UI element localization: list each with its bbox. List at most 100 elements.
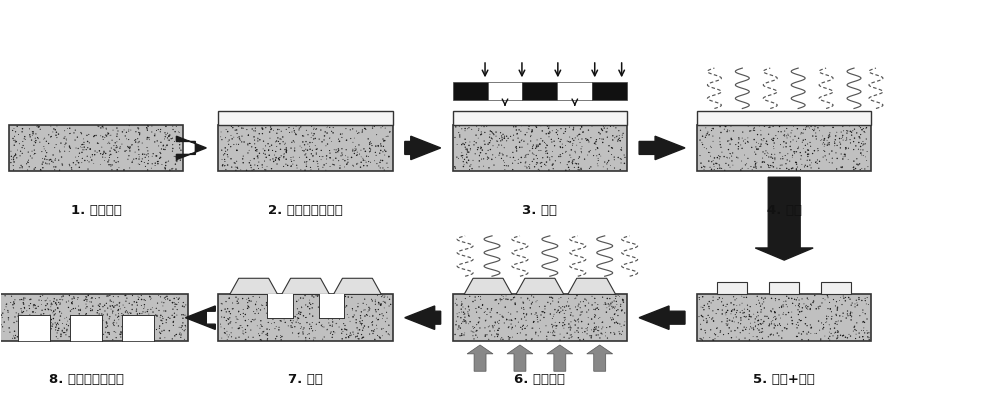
Point xyxy=(716,126,732,132)
Point xyxy=(614,307,630,314)
Point xyxy=(476,309,492,315)
Point xyxy=(534,309,550,315)
Point xyxy=(357,296,373,302)
Point xyxy=(345,307,361,313)
Point xyxy=(111,313,127,319)
Point xyxy=(805,299,821,306)
Point xyxy=(733,320,749,327)
Point xyxy=(98,300,114,306)
Point xyxy=(293,309,309,316)
Point xyxy=(464,165,480,172)
Point xyxy=(213,324,229,330)
Point xyxy=(793,129,809,136)
Point xyxy=(221,332,237,338)
Point xyxy=(26,138,42,145)
Point xyxy=(500,333,516,340)
Point xyxy=(730,155,746,161)
Point xyxy=(267,139,283,145)
Point xyxy=(561,166,577,173)
Point xyxy=(719,301,735,308)
Point xyxy=(90,140,106,147)
Point xyxy=(460,149,476,155)
Point xyxy=(564,136,580,142)
Point xyxy=(74,144,90,151)
Point xyxy=(106,304,122,311)
Point xyxy=(7,328,23,335)
Point xyxy=(520,295,536,302)
Point xyxy=(302,311,318,317)
Point xyxy=(820,295,836,301)
Point xyxy=(70,145,86,152)
Point xyxy=(830,333,846,339)
Point xyxy=(722,150,738,157)
Point xyxy=(131,146,147,153)
Point xyxy=(123,320,139,326)
Point xyxy=(105,299,121,305)
Point xyxy=(345,126,361,132)
Point xyxy=(615,299,631,305)
Point xyxy=(476,155,492,162)
Point xyxy=(573,311,589,318)
Point xyxy=(506,123,522,130)
Point xyxy=(231,123,247,129)
Point xyxy=(571,319,587,325)
Point xyxy=(601,303,617,309)
Point xyxy=(467,297,483,304)
Point xyxy=(268,307,284,314)
Point xyxy=(461,306,477,313)
Point xyxy=(218,309,234,315)
Point xyxy=(42,298,58,304)
Point xyxy=(597,300,613,306)
Point xyxy=(79,320,95,327)
Point xyxy=(277,319,293,326)
Point xyxy=(589,153,605,159)
Point xyxy=(353,159,369,166)
Point xyxy=(59,314,75,321)
Point xyxy=(482,309,498,315)
Point xyxy=(161,158,177,164)
Point xyxy=(788,159,804,166)
Point xyxy=(153,293,169,300)
Point xyxy=(9,155,25,161)
Point xyxy=(91,334,107,341)
Point xyxy=(733,315,749,321)
Point xyxy=(378,133,394,140)
Point xyxy=(821,133,837,140)
Point xyxy=(338,137,354,144)
Point xyxy=(695,141,711,148)
Point xyxy=(570,317,586,323)
Point xyxy=(0,322,9,328)
Point xyxy=(348,128,364,134)
Point xyxy=(599,161,615,167)
Point xyxy=(14,164,30,171)
Point xyxy=(477,332,493,338)
Point xyxy=(103,163,119,169)
Point xyxy=(722,317,738,324)
Point xyxy=(27,335,43,342)
Point xyxy=(588,147,604,153)
Point xyxy=(492,311,508,318)
Point xyxy=(592,136,608,142)
Point xyxy=(610,320,626,326)
Point xyxy=(851,330,867,336)
Point xyxy=(790,302,806,309)
Point xyxy=(118,298,134,304)
Point xyxy=(152,314,168,320)
Point xyxy=(496,158,512,164)
Point xyxy=(262,135,278,142)
Point xyxy=(798,125,814,131)
Point xyxy=(604,299,620,305)
Point xyxy=(315,164,331,171)
Point xyxy=(175,299,191,306)
Point xyxy=(457,314,473,320)
Point xyxy=(529,314,545,321)
Point xyxy=(17,295,33,302)
Point xyxy=(360,309,376,315)
Point xyxy=(529,144,545,150)
Point xyxy=(833,141,849,147)
Point xyxy=(6,153,22,160)
Point xyxy=(130,318,146,324)
Point xyxy=(139,152,155,158)
Point xyxy=(518,159,534,165)
Point xyxy=(27,325,43,331)
